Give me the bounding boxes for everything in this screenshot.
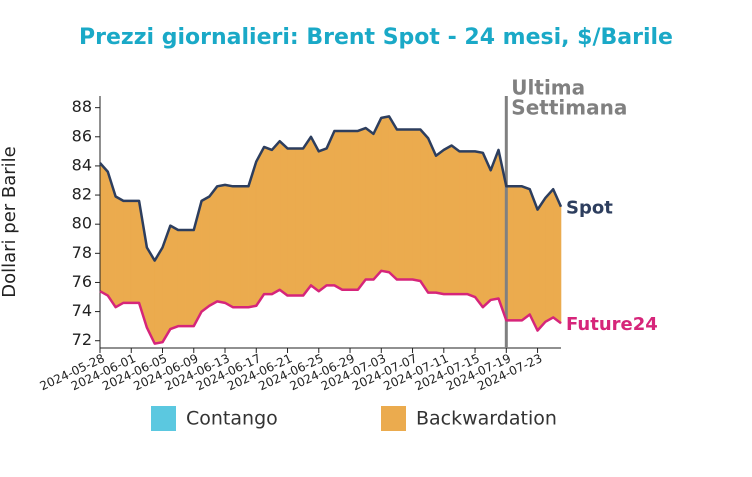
spread-area	[177, 229, 187, 327]
spread-area	[341, 130, 351, 291]
spread-area	[357, 127, 366, 291]
legend-swatch	[381, 406, 406, 431]
spread-area	[521, 185, 531, 321]
annotation-text: Settimana	[511, 96, 627, 120]
chart-title: Prezzi giornalieri: Brent Spot - 24 mesi…	[79, 25, 673, 50]
spread-area	[185, 229, 195, 327]
spread-area	[123, 200, 132, 304]
spread-area	[513, 186, 523, 321]
spread-area	[404, 129, 413, 280]
y-tick-label: 80	[72, 214, 92, 233]
spread-area	[420, 128, 429, 294]
spread-area	[326, 130, 335, 286]
spread-area	[552, 189, 562, 324]
spread-area	[435, 149, 445, 295]
spread-area	[130, 200, 140, 304]
spread-area	[537, 196, 546, 332]
y-tick-label: 72	[72, 330, 92, 349]
spread-area	[334, 130, 343, 291]
spread-area	[271, 140, 281, 295]
spread-area	[373, 117, 382, 281]
y-tick-label: 74	[72, 301, 92, 320]
series-line	[99, 115, 563, 262]
spread-area	[224, 184, 234, 308]
spread-area	[318, 148, 327, 292]
spread-area	[154, 246, 163, 344]
spread-area	[466, 151, 476, 298]
spread-area	[295, 148, 304, 296]
spread-area	[349, 130, 359, 291]
spread-area	[365, 127, 374, 280]
annotation-text: Ultima	[511, 76, 585, 100]
spread-area	[240, 186, 249, 308]
legend-label: Contango	[186, 408, 278, 430]
spread-area	[490, 149, 499, 301]
spread-area	[209, 185, 218, 307]
spread-area	[529, 189, 538, 331]
y-tick-label: 88	[72, 97, 92, 116]
spread-area	[201, 195, 210, 313]
spread-area	[263, 146, 273, 295]
series-label: Future24	[566, 314, 658, 335]
spread-area	[279, 140, 288, 297]
spread-area	[451, 144, 460, 295]
spread-area	[232, 186, 241, 308]
y-tick-label: 84	[72, 155, 92, 174]
legend-label: Backwardation	[416, 408, 557, 430]
spread-area	[482, 152, 491, 308]
y-tick-label: 78	[72, 243, 92, 262]
spread-area	[380, 116, 390, 273]
spread-area	[255, 146, 265, 307]
spread-area	[115, 195, 124, 308]
spread-area	[474, 150, 484, 309]
legend-swatch	[151, 406, 176, 431]
y-tick-label: 82	[72, 185, 92, 204]
spread-area	[310, 136, 320, 292]
spread-area	[388, 115, 398, 281]
spread-area	[459, 151, 468, 295]
y-tick-label: 76	[72, 272, 92, 291]
spread-area	[287, 148, 296, 296]
series-label: Spot	[566, 198, 613, 219]
y-axis-label: Dollari per Barile	[0, 146, 20, 298]
spread-area	[216, 184, 226, 304]
spread-area	[99, 162, 109, 297]
spread-area	[396, 129, 406, 280]
spread-area	[545, 188, 554, 323]
y-tick-label: 86	[72, 126, 92, 145]
spread-area	[443, 145, 452, 295]
spread-area	[412, 129, 421, 282]
spread-area	[302, 135, 312, 297]
series-line	[99, 269, 562, 345]
spread-area	[427, 138, 437, 293]
spread-area	[170, 225, 179, 330]
